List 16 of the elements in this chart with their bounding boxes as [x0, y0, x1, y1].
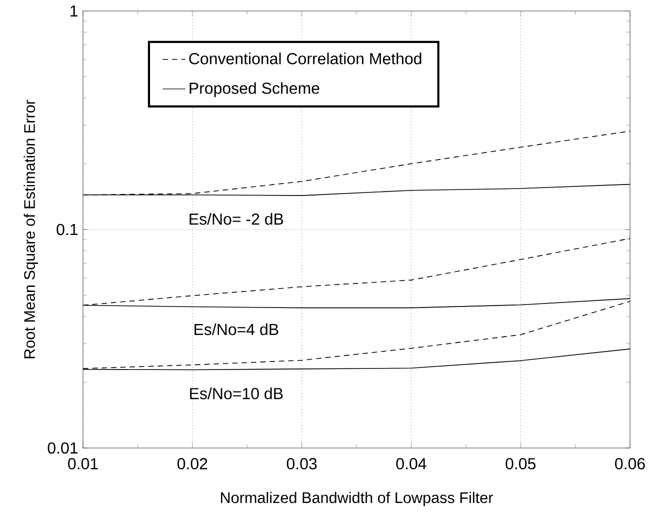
y-tick-label: 1 [70, 6, 78, 16]
x-tick-label: 0.02 [177, 458, 208, 470]
annotation: Es/No=4 dB [194, 323, 278, 336]
y-tick-label: 0.1 [56, 224, 78, 236]
x-tick-label: 0.05 [506, 458, 536, 470]
x-tick-label: 0.04 [396, 458, 426, 470]
y-axis-title: Root Mean Square of Estimation Error [24, 100, 38, 358]
legend-label: Conventional Correlation Method [189, 52, 422, 64]
x-axis-title: Normalized Bandwidth of Lowpass Filter [220, 492, 493, 506]
x-tick-label: 0.06 [615, 458, 645, 470]
y-tick-label: 0.01 [48, 442, 78, 454]
x-tick-label: 0.01 [68, 458, 98, 470]
legend-label: Proposed Scheme [190, 82, 320, 98]
x-tick-label: 0.03 [286, 458, 317, 470]
annotation: Es/No= -2 dB [190, 213, 284, 225]
annotation: Es/No=10 dB [190, 388, 283, 400]
